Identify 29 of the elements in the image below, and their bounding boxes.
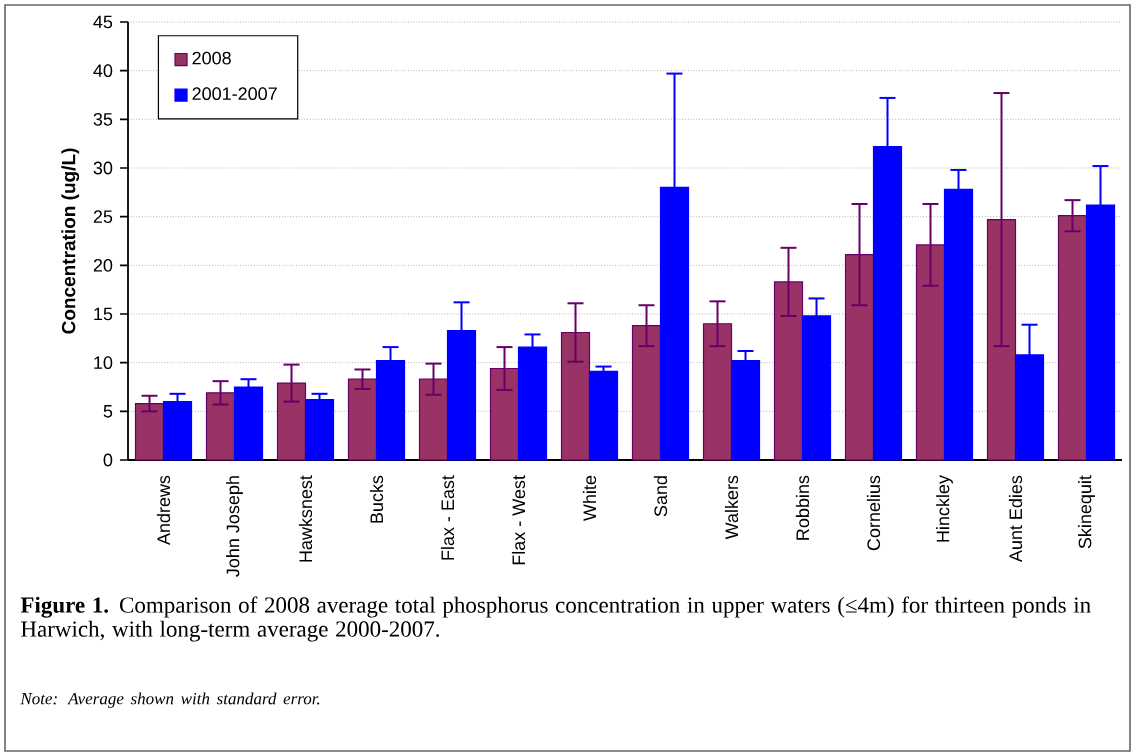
x-tick-label: John Joseph: [226, 476, 243, 577]
y-tick-label: 0: [103, 453, 113, 467]
x-tick-label: Flax - West: [511, 475, 526, 565]
x-tick-label: White: [582, 475, 597, 521]
x-tick-label: Robbins: [795, 475, 810, 540]
y-tick-label: 10: [94, 356, 113, 370]
x-tick-label: Skinequit: [1078, 475, 1095, 549]
legend-label: 2008: [192, 51, 231, 65]
x-tick-label: Walkers: [724, 475, 739, 540]
y-tick-label: 25: [93, 210, 113, 224]
y-tick-label: 20: [93, 258, 113, 272]
x-tick-label: Bucks: [369, 475, 384, 523]
y-tick-label: 45: [93, 15, 113, 29]
y-tick-label: 40: [93, 64, 113, 78]
text: Figure 1. Comparison of 2008 average total phosphorus concentration in upper waters (≤4m) for thirteen ponds in Harwich, with long-term average 2000-2007.: [20, 596, 1091, 642]
x-tick-label: Aunt Edies: [1008, 475, 1023, 563]
y-tick-label: 30: [93, 161, 113, 175]
x-tick-label: Hinckley: [936, 475, 953, 542]
y-tick-label: 5: [103, 405, 113, 418]
text: Note: Average shown with standard error.: [20, 692, 320, 708]
x-tick-label: Andrews: [156, 475, 171, 546]
x-tick-label: Flax - East: [440, 475, 455, 560]
x-tick-label: Sand: [653, 476, 668, 517]
legend-label: 2001-2007: [192, 87, 277, 101]
y-tick-label: 15: [94, 307, 113, 321]
y-tick-label: 35: [93, 112, 113, 126]
x-tick-label: Hawksnest: [298, 475, 313, 562]
x-tick-label: Cornelius: [866, 475, 881, 551]
y-axis-title: Concentration (ug/L): [61, 148, 80, 334]
